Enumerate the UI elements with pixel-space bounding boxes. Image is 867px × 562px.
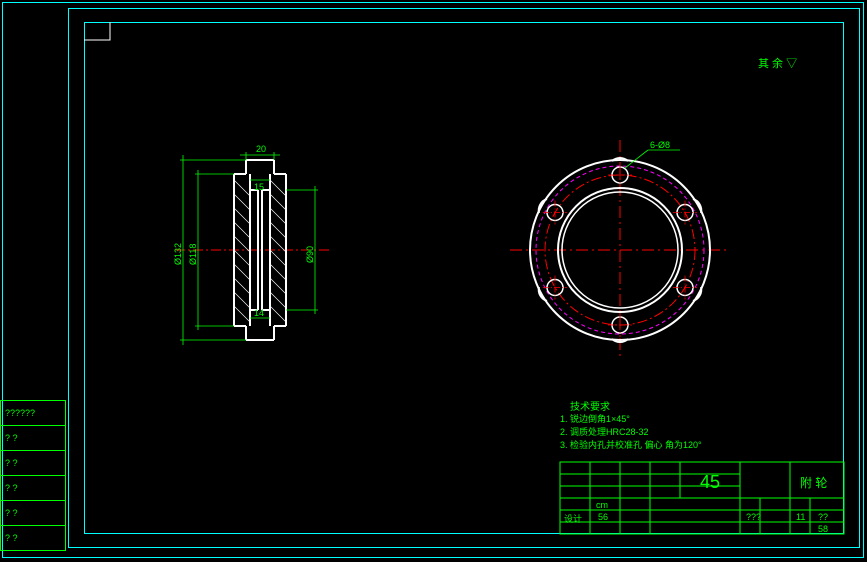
tb-cell: ?? [818,512,828,522]
tb-cell: 设计 [564,512,582,525]
tb-cell: cm [596,500,608,510]
tb-cell: 11 [796,512,805,522]
title-part-name: 附 轮 [800,474,827,491]
title-main-number: 45 [700,472,720,493]
tb-cell: 56 [598,512,608,522]
tb-cell: 58 [818,524,828,534]
title-block-grid [0,0,867,562]
tb-cell: ??? [746,512,761,522]
